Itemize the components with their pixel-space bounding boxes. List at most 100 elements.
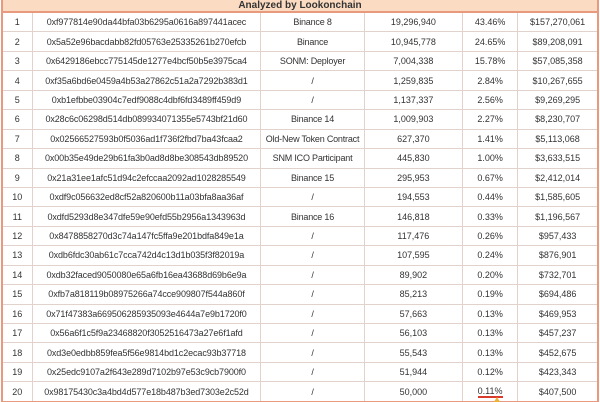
table-row: 14 0xdb32faced9050080e65a6fb16ea43688d69b… bbox=[1, 264, 599, 286]
cell-address: 0xd3e0edbb859fea5f56e9814bd1c2ecac93b377… bbox=[31, 342, 262, 363]
cell-rank: 2 bbox=[1, 31, 33, 52]
table-row: 3 0x6429186ebcc775145de1277e4bcf50b5e3975… bbox=[1, 50, 599, 72]
cell-amount: 57,663 bbox=[363, 303, 464, 325]
table-title-row: Analyzed by Lookonchain bbox=[2, 0, 598, 13]
cell-label: / bbox=[260, 322, 365, 344]
cell-rank: 19 bbox=[1, 361, 33, 383]
cell-value: $1,585,605 bbox=[517, 186, 599, 208]
cell-address: 0x02566527593b0f5036ad1f736f2fbd7ba43fca… bbox=[31, 128, 262, 150]
cell-value: $957,433 bbox=[517, 225, 599, 247]
cell-percent: 0.12% bbox=[461, 361, 519, 383]
table-row: 20 0x98175430c3a4bd4d577e18b487b3ed7303e2… bbox=[1, 381, 599, 402]
cell-value: $407,500 bbox=[517, 381, 599, 402]
cell-address: 0x28c6c06298d514db089934071355e5743bf21d… bbox=[31, 109, 262, 130]
cell-label: Old-New Token Contract bbox=[260, 128, 365, 150]
cell-amount: 55,543 bbox=[363, 342, 464, 363]
cell-address: 0x21a31ee1afc51d94c2efccaa2092ad10282855… bbox=[31, 167, 262, 188]
cell-amount: 89,902 bbox=[363, 264, 464, 286]
cell-amount: 7,004,338 bbox=[363, 50, 464, 72]
cell-amount: 19,296,940 bbox=[363, 11, 464, 33]
cell-amount: 107,595 bbox=[363, 245, 464, 266]
cell-percent: 2.27% bbox=[461, 109, 519, 130]
cell-percent: 1.41% bbox=[461, 128, 519, 150]
cell-rank: 11 bbox=[1, 206, 33, 227]
cell-percent: 0.44% bbox=[461, 186, 519, 208]
cell-percent: 43.46% bbox=[461, 11, 519, 33]
cell-value: $457,237 bbox=[517, 322, 599, 344]
cell-amount: 1,259,835 bbox=[363, 70, 464, 91]
cell-amount: 50,000 bbox=[363, 381, 464, 402]
table-row: 12 0x8478858270d3c74a147fc5ffa9e201bdfa84… bbox=[1, 225, 599, 247]
cell-address: 0x5a52e96bacdabb82fd05763e25335261b270ef… bbox=[31, 31, 262, 52]
cell-rank: 20 bbox=[1, 381, 33, 402]
cell-label: / bbox=[260, 381, 365, 402]
cell-percent: 1.00% bbox=[461, 148, 519, 169]
cell-address: 0x56a6f1c5f9a23468820f3052516473a27e6f1a… bbox=[31, 322, 262, 344]
cell-value: $89,208,091 bbox=[517, 31, 599, 52]
cell-label: Binance 14 bbox=[260, 109, 365, 130]
cell-label: / bbox=[260, 284, 365, 305]
cell-value: $157,270,061 bbox=[517, 11, 599, 33]
cell-rank: 14 bbox=[1, 264, 33, 286]
cell-label: / bbox=[260, 186, 365, 208]
cell-rank: 16 bbox=[1, 303, 33, 325]
cell-label: Binance 16 bbox=[260, 206, 365, 227]
cell-percent: 0.24% bbox=[461, 245, 519, 266]
cell-percent: 24.65% bbox=[461, 31, 519, 52]
table-row: 10 0xdf9c056632ed8cf52a820600b11a03bfa8aa… bbox=[1, 186, 599, 208]
cell-label: / bbox=[260, 245, 365, 266]
table-row: 5 0xb1efbbe03904c7edf9088c4dbf6fd3489ff45… bbox=[1, 89, 599, 111]
table-row: 18 0xd3e0edbb859fea5f56e9814bd1c2ecac93b3… bbox=[1, 342, 599, 363]
cell-address: 0x98175430c3a4bd4d577e18b487b3ed7303e2c5… bbox=[31, 381, 262, 402]
cell-address: 0xdf9c056632ed8cf52a820600b11a03bfa8aa36… bbox=[31, 186, 262, 208]
cell-percent: 0.33% bbox=[461, 206, 519, 227]
table-row: 16 0x71f47383a669506285935093e4644a7e9b17… bbox=[1, 303, 599, 325]
cell-value: $3,633,515 bbox=[517, 148, 599, 169]
cell-rank: 5 bbox=[1, 89, 33, 111]
cell-address: 0xdb6fdc30ab61c7cca742d4c13d1b035f3f8201… bbox=[31, 245, 262, 266]
table-row: 4 0xf35a6bd6e0459a4b53a27862c51a2a7292b38… bbox=[1, 70, 599, 91]
cell-value: $57,085,358 bbox=[517, 50, 599, 72]
table-row: 9 0x21a31ee1afc51d94c2efccaa2092ad1028285… bbox=[1, 167, 599, 188]
cell-label: / bbox=[260, 225, 365, 247]
cell-amount: 295,953 bbox=[363, 167, 464, 188]
cell-address: 0x8478858270d3c74a147fc5ffa9e201bdfa849e… bbox=[31, 225, 262, 247]
cell-label: / bbox=[260, 361, 365, 383]
cell-label: / bbox=[260, 89, 365, 111]
cell-amount: 627,370 bbox=[363, 128, 464, 150]
cell-address: 0xdb32faced9050080e65a6fb16ea43688d69b6e… bbox=[31, 264, 262, 286]
table-row: 6 0x28c6c06298d514db089934071355e5743bf21… bbox=[1, 109, 599, 130]
cell-rank: 9 bbox=[1, 167, 33, 188]
cell-amount: 51,944 bbox=[363, 361, 464, 383]
cell-value: $8,230,707 bbox=[517, 109, 599, 130]
cell-label: Binance bbox=[260, 31, 365, 52]
cell-rank: 1 bbox=[1, 11, 33, 33]
cell-label: Binance 8 bbox=[260, 11, 365, 33]
annotated-percent: 0.11% bbox=[477, 385, 503, 398]
table-row: 19 0x25edc9107a2f643e289d7102b97e53c9cb79… bbox=[1, 361, 599, 383]
cell-label: / bbox=[260, 264, 365, 286]
cell-percent: 0.26% bbox=[461, 225, 519, 247]
cell-address: 0x71f47383a669506285935093e4644a7e9b1720… bbox=[31, 303, 262, 325]
cell-label: / bbox=[260, 70, 365, 91]
cell-percent: 2.84% bbox=[461, 70, 519, 91]
cell-percent: 15.78% bbox=[461, 50, 519, 72]
table-title: Analyzed by Lookonchain bbox=[2, 0, 598, 13]
table-row: 17 0x56a6f1c5f9a23468820f3052516473a27e6f… bbox=[1, 322, 599, 344]
cell-amount: 85,213 bbox=[363, 284, 464, 305]
cell-rank: 12 bbox=[1, 225, 33, 247]
holders-table-body: 1 0xf977814e90da44bfa03b6295a0616a897441a… bbox=[1, 11, 599, 402]
table-row: 11 0xdfd5293d8e347dfe59e90efd55b2956a1343… bbox=[1, 206, 599, 227]
cell-address: 0x00b35e49de29b61fa3b0ad8d8be308543db895… bbox=[31, 148, 262, 169]
cell-rank: 15 bbox=[1, 284, 33, 305]
table-row: 15 0xfb7a818119b08975266a74cce909807f544a… bbox=[1, 284, 599, 305]
cell-rank: 17 bbox=[1, 322, 33, 344]
cell-percent: 0.13% bbox=[461, 342, 519, 363]
cell-address: 0xf977814e90da44bfa03b6295a0616a897441ac… bbox=[31, 11, 262, 33]
cell-amount: 1,137,337 bbox=[363, 89, 464, 111]
cell-rank: 3 bbox=[1, 50, 33, 72]
cell-percent: 0.13% bbox=[461, 303, 519, 325]
cell-rank: 6 bbox=[1, 109, 33, 130]
